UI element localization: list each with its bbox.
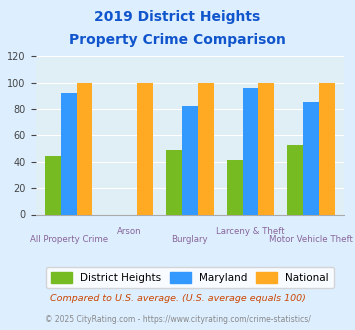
Bar	[242, 88, 258, 214]
Text: All Property Crime: All Property Crime	[30, 235, 108, 244]
Text: Larceny & Theft: Larceny & Theft	[216, 227, 285, 236]
Text: Property Crime Comparison: Property Crime Comparison	[69, 33, 286, 47]
Bar	[227, 160, 242, 214]
Text: Burglary: Burglary	[171, 235, 208, 244]
Text: Arson: Arson	[117, 227, 142, 236]
Bar	[61, 93, 77, 214]
Bar	[137, 82, 153, 214]
Bar	[182, 106, 198, 214]
Bar	[45, 156, 61, 214]
Text: 2019 District Heights: 2019 District Heights	[94, 10, 261, 24]
Bar	[303, 102, 319, 214]
Legend: District Heights, Maryland, National: District Heights, Maryland, National	[46, 267, 334, 288]
Bar	[77, 82, 92, 214]
Bar	[319, 82, 335, 214]
Bar	[198, 82, 214, 214]
Bar	[166, 150, 182, 214]
Text: Motor Vehicle Theft: Motor Vehicle Theft	[269, 235, 353, 244]
Bar	[288, 145, 303, 214]
Text: © 2025 CityRating.com - https://www.cityrating.com/crime-statistics/: © 2025 CityRating.com - https://www.city…	[45, 315, 310, 324]
Text: Compared to U.S. average. (U.S. average equals 100): Compared to U.S. average. (U.S. average …	[50, 294, 305, 303]
Bar	[258, 82, 274, 214]
